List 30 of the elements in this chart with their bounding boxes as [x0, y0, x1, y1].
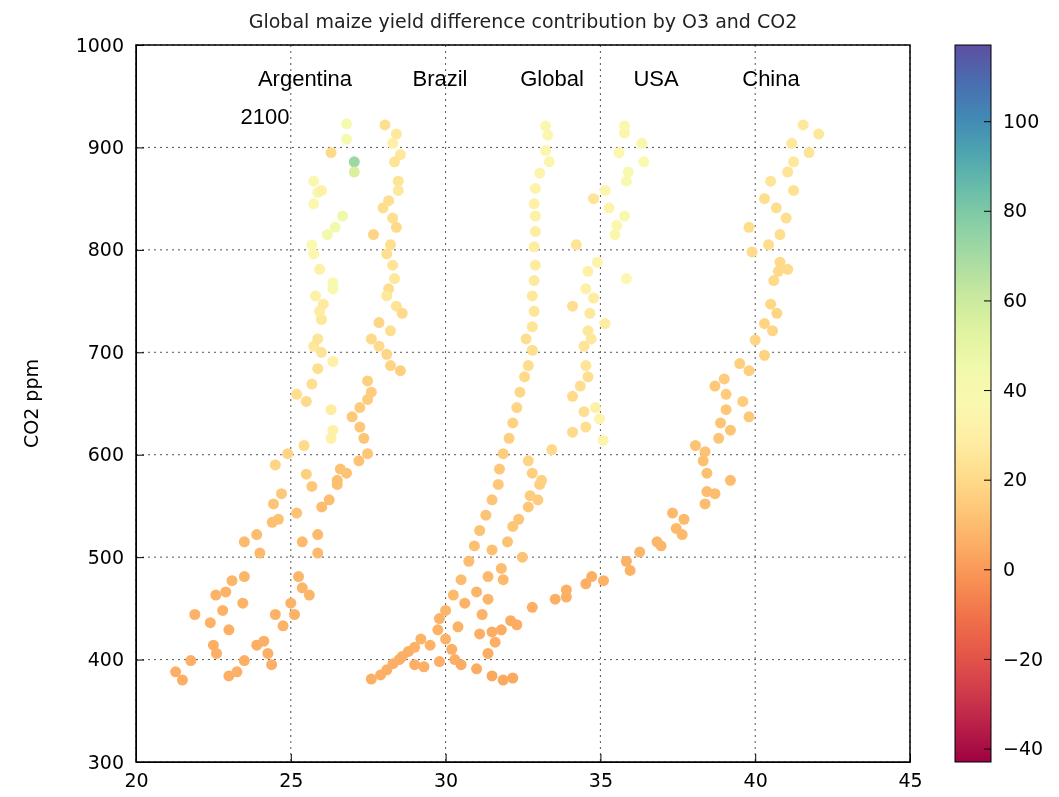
- color-bar-label: −40: [1003, 737, 1044, 760]
- x-tick-label: 20: [124, 769, 149, 792]
- annotation: Argentina: [257, 65, 353, 91]
- y-tick-label: 500: [87, 545, 124, 568]
- color-bar-label: 20: [1003, 468, 1028, 491]
- annotation: Global: [520, 65, 584, 91]
- annotation: 2100: [240, 103, 290, 129]
- y-tick-label: 800: [87, 238, 124, 261]
- annotation: USA: [633, 65, 679, 91]
- x-tick-label: 45: [898, 769, 923, 792]
- y-tick-label: 1000: [75, 33, 124, 56]
- y-tick-label: 300: [87, 750, 124, 773]
- x-tick-label: 35: [588, 769, 613, 792]
- y-tick-label: 900: [87, 136, 124, 159]
- x-tick-label: 30: [434, 769, 459, 792]
- color-bar-label: 40: [1003, 378, 1028, 401]
- x-tick-label: 40: [743, 769, 768, 792]
- y-tick-label: 400: [87, 648, 124, 671]
- annotation: China: [742, 65, 801, 91]
- chart-title: Global maize yield difference contribution by O3 and CO2: [248, 10, 798, 32]
- y-axis-title: CO2 ppm: [20, 359, 42, 448]
- y-tick-label: 700: [87, 340, 124, 363]
- color-bar-label: 80: [1003, 199, 1028, 222]
- color-bar-label: 60: [1003, 289, 1028, 312]
- color-bar-label: 0: [1003, 557, 1016, 580]
- x-tick-label: 25: [279, 769, 304, 792]
- annotation: Brazil: [412, 65, 468, 91]
- color-bar-label: 100: [1003, 109, 1040, 132]
- y-tick-label: 600: [87, 443, 124, 466]
- color-bar-label: −20: [1003, 647, 1044, 670]
